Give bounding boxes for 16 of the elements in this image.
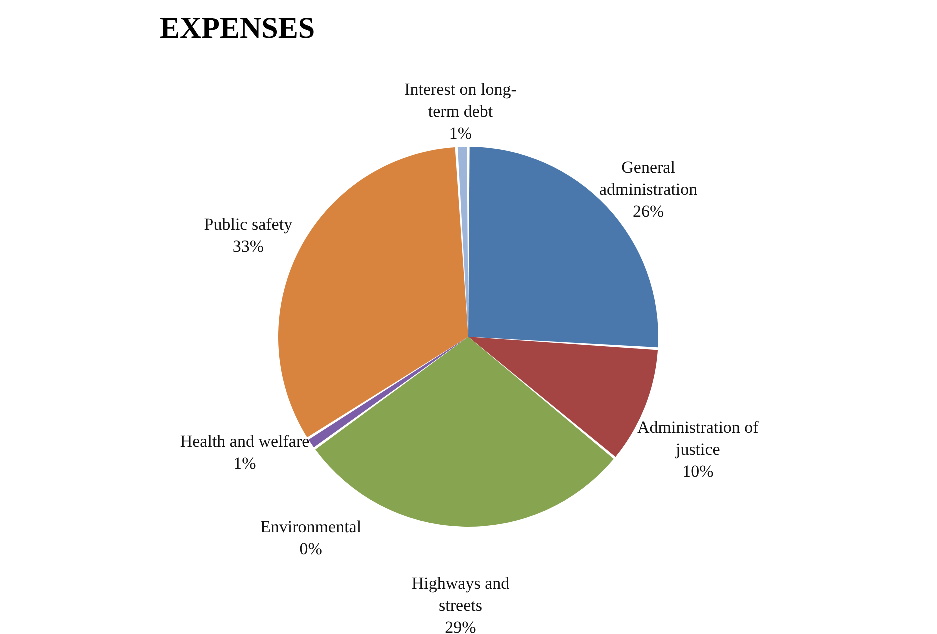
slice-label: Administration of justice <box>637 418 760 459</box>
pie-slice <box>308 337 468 448</box>
data-label: 1% <box>234 454 256 474</box>
data-label: 29% <box>445 618 476 634</box>
slice-label: Public safety <box>204 214 294 234</box>
data-label: 1% <box>449 124 472 144</box>
text: 0% <box>300 539 322 558</box>
data-label: 10% <box>682 462 714 481</box>
slice-label: General administration <box>599 158 698 199</box>
slice-label: Highways and streets <box>412 574 510 615</box>
category-label: Environmental <box>260 517 362 536</box>
data-label: 33% <box>232 236 264 256</box>
slice-label: Health and welfare <box>180 432 310 452</box>
slice-label: Interest on long-term debt <box>404 80 518 122</box>
data-label: 26% <box>632 202 664 221</box>
chart-title: EXPENSES <box>160 12 316 45</box>
